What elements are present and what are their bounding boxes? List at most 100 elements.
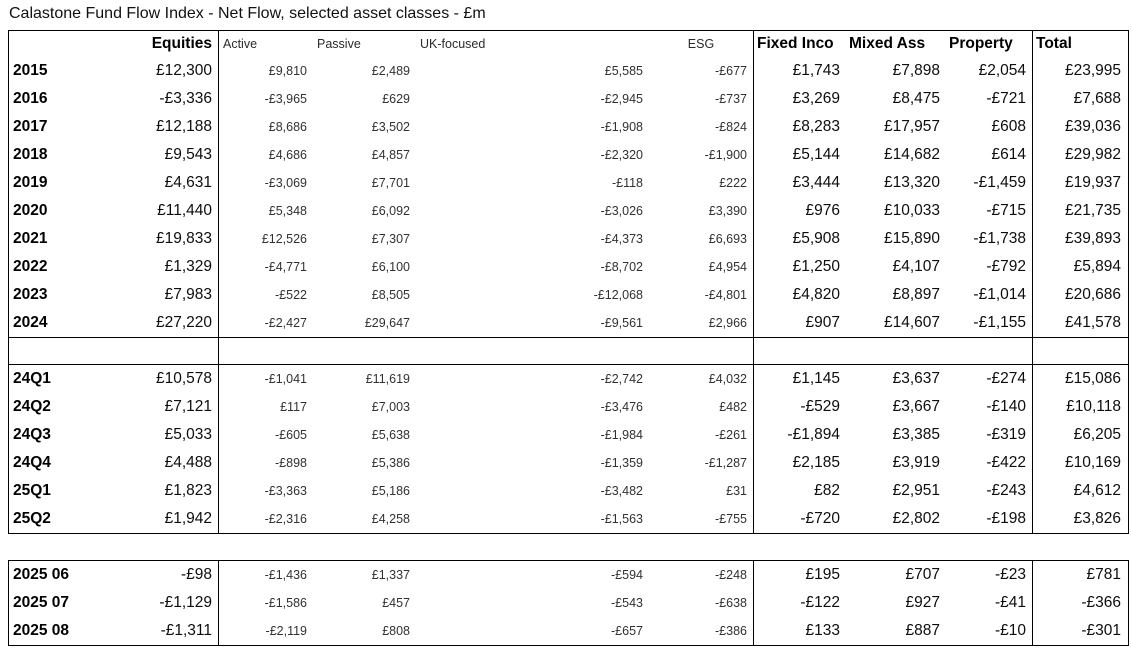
row-label: 2025 08 [13,622,70,639]
cell-fixed-income: £2,185 [792,454,840,471]
cell-esg: £3,390 [649,197,754,225]
cell-property: £608 [946,113,1033,141]
col-header-blank [9,31,119,57]
col-header-fixed-income: Fixed Inco [757,35,834,52]
cell-esg: -£1,287 [649,449,754,477]
cell-total: £19,937 [1064,174,1121,191]
table-row-annual: 2015 £12,300 £9,810 £2,489 £5,585 -£677 £1,743… [9,57,1128,85]
cell-property: -£1,459 [946,169,1033,197]
cell-equities: £1,942 [119,505,219,533]
column-divider [946,338,1033,364]
table-row-quarterly: 25Q2 £1,942 -£2,316 £4,258 -£1,563 -£755 -£720… [9,505,1128,533]
cell-esg: £222 [649,169,754,197]
cell-uk-focused: -£1,563 [600,512,643,526]
cell-passive: £6,100 [371,260,410,274]
row-label: 2022 [13,258,48,275]
cell-mixed-assets: £707 [905,566,940,583]
cell-equities: £4,488 [119,449,219,477]
cell-total: -£301 [1081,622,1121,639]
cell-fixed-income: £976 [805,202,840,219]
cell-fixed-income: £5,144 [792,146,840,163]
table-row-monthly: 2025 06 -£98 -£1,436 £1,337 -£594 -£248 £195 £7… [9,561,1128,589]
cell-fixed-income: £5,908 [792,230,840,247]
cell-equities: £7,983 [119,281,219,309]
cell-esg: £482 [649,393,754,421]
cell-active: -£2,119 [265,624,307,638]
table-row-quarterly: 24Q2 £7,121 £117 £7,003 -£3,476 £482 -£529 £3,6… [9,393,1128,421]
table-header-row: Equities Active Passive UK-focused ESG F… [9,31,1128,57]
cell-passive: £5,386 [371,456,410,470]
cell-mixed-assets: £8,897 [892,286,940,303]
cell-property: -£140 [946,393,1033,421]
cell-mixed-assets: £3,637 [892,370,940,387]
cell-esg: -£248 [649,561,754,589]
page-title: Calastone Fund Flow Index - Net Flow, se… [9,5,486,22]
cell-fixed-income: £1,743 [792,62,840,79]
cell-mixed-assets: £14,682 [883,146,940,163]
cell-equities: -£3,336 [119,85,219,113]
spacer-cell [313,338,416,364]
cell-fixed-income: £195 [805,566,840,583]
row-label: 2016 [13,90,48,107]
cell-passive: £2,489 [371,64,410,78]
row-label: 2024 [13,314,48,331]
row-label: 2025 07 [13,594,70,611]
cell-total: £41,578 [1064,314,1121,331]
spacer-cell [1033,338,1127,364]
cell-mixed-assets: £2,951 [892,482,940,499]
cell-mixed-assets: £3,919 [892,454,940,471]
row-label: 24Q2 [13,398,51,415]
cell-esg: -£824 [649,113,754,141]
cell-equities: £7,121 [119,393,219,421]
cell-equities: £19,833 [119,225,219,253]
col-header-total: Total [1036,35,1072,52]
cell-uk-focused: -£2,945 [600,92,643,106]
cell-total: £6,205 [1073,426,1121,443]
cell-esg: -£4,801 [649,281,754,309]
cell-property: -£319 [946,421,1033,449]
cell-equities: £1,823 [119,477,219,505]
cell-uk-focused: -£2,742 [600,372,643,386]
cell-uk-focused: -£3,026 [600,204,643,218]
cell-total: £781 [1086,566,1121,583]
table-row-annual: 2017 £12,188 £8,686 £3,502 -£1,908 -£824 £8,28… [9,113,1128,141]
cell-active: £8,686 [268,120,307,134]
fund-flow-table: Equities Active Passive UK-focused ESG F… [8,30,1129,534]
cell-passive: £1,337 [371,568,410,582]
spacer-cell [219,338,313,364]
table-row-annual: 2022 £1,329 -£4,771 £6,100 -£8,702 £4,954 £1,2… [9,253,1128,281]
cell-uk-focused: -£1,984 [600,428,643,442]
cell-total: £39,036 [1064,118,1121,135]
column-divider [649,338,754,364]
col-header-active: Active [223,37,258,51]
table-row-annual: 2021 £19,833 £12,526 £7,307 -£4,373 £6,693 £5,… [9,225,1128,253]
cell-mixed-assets: £7,898 [892,62,940,79]
cell-total: £5,894 [1073,258,1121,275]
cell-equities: £12,188 [119,113,219,141]
cell-fixed-income: £1,145 [792,370,840,387]
cell-active: -£1,436 [264,568,307,582]
cell-esg: -£737 [649,85,754,113]
cell-total: £15,086 [1064,370,1121,387]
cell-mixed-assets: £4,107 [892,258,940,275]
row-label: 25Q1 [13,482,51,499]
row-label: 2015 [13,62,48,79]
cell-uk-focused: -£12,068 [593,288,643,302]
cell-equities: -£1,311 [119,617,219,645]
row-label: 2021 [13,230,48,247]
cell-esg: £2,966 [649,309,754,337]
cell-esg: -£755 [649,505,754,533]
cell-property: -£274 [946,365,1033,393]
cell-passive: £4,857 [371,148,410,162]
cell-passive: £457 [382,596,410,610]
cell-property: -£41 [946,589,1033,617]
cell-property: -£1,738 [946,225,1033,253]
cell-total: £20,686 [1064,286,1121,303]
cell-esg: £6,693 [649,225,754,253]
col-header-mixed-assets: Mixed Ass [849,35,926,52]
cell-fixed-income: -£720 [800,510,840,527]
cell-active: -£2,316 [264,512,307,526]
cell-property: -£721 [946,85,1033,113]
row-label: 2020 [13,202,48,219]
cell-uk-focused: -£8,702 [600,260,643,274]
